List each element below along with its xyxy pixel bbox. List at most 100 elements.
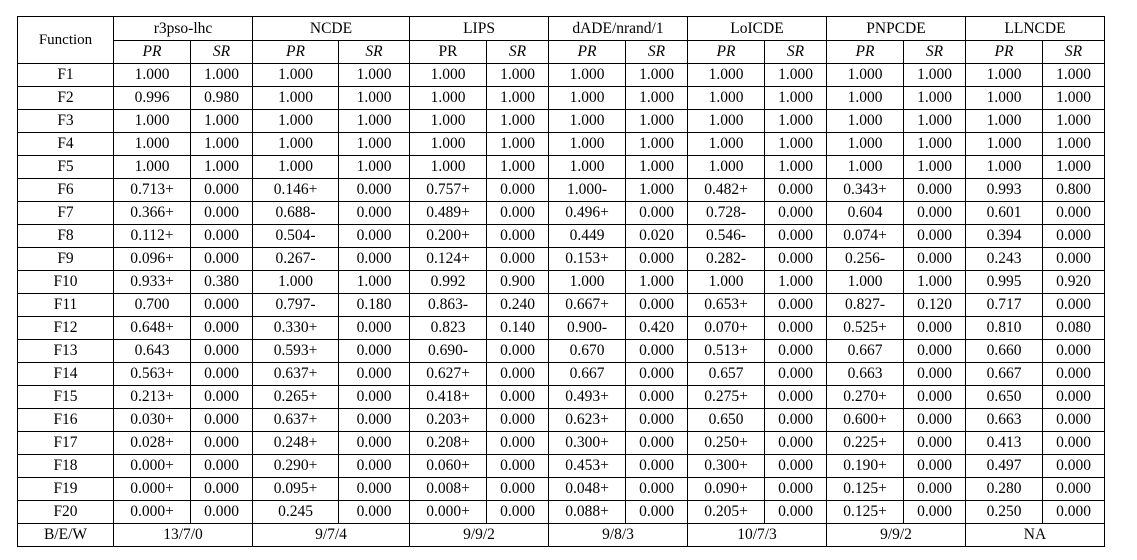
sr-value-cell: 1.000 [1042, 132, 1105, 156]
method-header: PNPCDE [826, 16, 966, 41]
sr-value-cell: 0.000 [190, 408, 253, 432]
bew-value-cell: NA [965, 523, 1105, 547]
pr-value-cell: 1.000 [826, 86, 904, 110]
sr-value-cell: 0.000 [625, 201, 688, 225]
pr-value-cell: 1.000 [113, 63, 191, 87]
sr-value-cell: 1.000 [190, 109, 253, 133]
pr-value-cell: 0.000+ [113, 454, 191, 478]
sr-value-cell: 0.000 [764, 362, 827, 386]
pr-value-cell: 1.000 [826, 109, 904, 133]
pr-value-cell: 1.000 [965, 63, 1043, 87]
sr-value-cell: 1.000 [903, 270, 966, 294]
sr-value-cell: 1.000 [338, 155, 410, 179]
sr-value-cell: 0.000 [625, 385, 688, 409]
pr-value-cell: 0.563+ [113, 362, 191, 386]
sr-value-cell: 0.000 [486, 477, 549, 501]
pr-subheader: PR [965, 40, 1043, 64]
sr-value-cell: 0.000 [625, 247, 688, 271]
pr-value-cell: 0.418+ [409, 385, 487, 409]
pr-value-cell: 1.000 [252, 155, 339, 179]
pr-value-cell: 0.496+ [548, 201, 626, 225]
pr-value-cell: 0.250+ [687, 431, 765, 455]
sr-value-cell: 0.000 [190, 477, 253, 501]
pr-value-cell: 0.546- [687, 224, 765, 248]
pr-value-cell: 0.200+ [409, 224, 487, 248]
sr-value-cell: 1.000 [764, 132, 827, 156]
sr-value-cell: 0.000 [903, 339, 966, 363]
bew-value-cell: 9/9/2 [826, 523, 966, 547]
table-row: F5 1.000 1.000 1.000 1.000 1.000 1.000 1.000 1.0… [17, 155, 1105, 179]
sr-value-cell: 0.000 [903, 454, 966, 478]
function-name-cell: F13 [17, 339, 114, 363]
pr-value-cell: 1.000 [687, 155, 765, 179]
function-name-cell: F15 [17, 385, 114, 409]
pr-value-cell: 0.993 [965, 178, 1043, 202]
bew-value-cell: 13/7/0 [113, 523, 253, 547]
pr-value-cell: 0.667+ [548, 293, 626, 317]
pr-subheader: PR [113, 40, 191, 64]
pr-value-cell: 0.713+ [113, 178, 191, 202]
pr-value-cell: 0.267- [252, 247, 339, 271]
function-name-cell: F17 [17, 431, 114, 455]
pr-value-cell: 1.000 [548, 270, 626, 294]
pr-value-cell: 0.300+ [548, 431, 626, 455]
function-name-cell: F18 [17, 454, 114, 478]
pr-value-cell: 1.000 [113, 132, 191, 156]
sr-value-cell: 1.000 [486, 63, 549, 87]
pr-value-cell: 0.823 [409, 316, 487, 340]
sr-value-cell: 0.000 [764, 477, 827, 501]
sr-value-cell: 1.000 [625, 132, 688, 156]
function-name-cell: F12 [17, 316, 114, 340]
sr-value-cell: 0.000 [486, 454, 549, 478]
sr-value-cell: 0.000 [486, 224, 549, 248]
sr-value-cell: 0.000 [1042, 293, 1105, 317]
function-name-cell: F8 [17, 224, 114, 248]
sr-value-cell: 0.420 [625, 316, 688, 340]
sr-value-cell: 0.000 [625, 431, 688, 455]
pr-subheader: PR [409, 40, 487, 64]
pr-value-cell: 0.203+ [409, 408, 487, 432]
sr-value-cell: 0.000 [338, 454, 410, 478]
sr-value-cell: 0.000 [903, 362, 966, 386]
sr-value-cell: 0.000 [625, 293, 688, 317]
pr-value-cell: 1.000 [548, 63, 626, 87]
pr-value-cell: 0.366+ [113, 201, 191, 225]
pr-subheader: PR [252, 40, 339, 64]
table-row: F2 0.996 0.980 1.000 1.000 1.000 1.000 1.000 1.0… [17, 86, 1105, 110]
pr-subheader: PR [826, 40, 904, 64]
pr-value-cell: 1.000 [548, 132, 626, 156]
sr-value-cell: 1.000 [903, 109, 966, 133]
sr-subheader: SR [486, 40, 549, 64]
sr-value-cell: 0.900 [486, 270, 549, 294]
pr-value-cell: 0.667 [826, 339, 904, 363]
table-row: F7 0.366+ 0.000 0.688- 0.000 0.489+ 0.000 0.496… [17, 201, 1105, 225]
sr-value-cell: 0.000 [903, 178, 966, 202]
pr-value-cell: 0.497 [965, 454, 1043, 478]
sr-subheader: SR [625, 40, 688, 64]
sr-value-cell: 0.000 [338, 431, 410, 455]
sr-value-cell: 1.000 [190, 132, 253, 156]
pr-value-cell: 0.330+ [252, 316, 339, 340]
sr-value-cell: 1.000 [1042, 109, 1105, 133]
pr-value-cell: 1.000 [965, 132, 1043, 156]
pr-value-cell: 0.343+ [826, 178, 904, 202]
pr-value-cell: 0.650 [965, 385, 1043, 409]
sr-value-cell: 0.000 [190, 178, 253, 202]
function-name-cell: F1 [17, 63, 114, 87]
sr-value-cell: 0.380 [190, 270, 253, 294]
pr-value-cell: 1.000 [252, 63, 339, 87]
sr-value-cell: 0.800 [1042, 178, 1105, 202]
pr-value-cell: 0.225+ [826, 431, 904, 455]
pr-value-cell: 0.028+ [113, 431, 191, 455]
pr-value-cell: 0.525+ [826, 316, 904, 340]
pr-value-cell: 1.000 [826, 63, 904, 87]
pr-value-cell: 0.070+ [687, 316, 765, 340]
pr-value-cell: 0.657 [687, 362, 765, 386]
pr-value-cell: 0.653+ [687, 293, 765, 317]
table-row: F19 0.000+ 0.000 0.095+ 0.000 0.008+ 0.000 0.04… [17, 477, 1105, 501]
pr-value-cell: 1.000 [687, 132, 765, 156]
pr-subheader: PR [687, 40, 765, 64]
table-row: F20 0.000+ 0.000 0.245 0.000 0.000+ 0.000 0.088… [17, 500, 1105, 524]
sr-value-cell: 0.000 [903, 316, 966, 340]
pr-value-cell: 1.000 [113, 155, 191, 179]
